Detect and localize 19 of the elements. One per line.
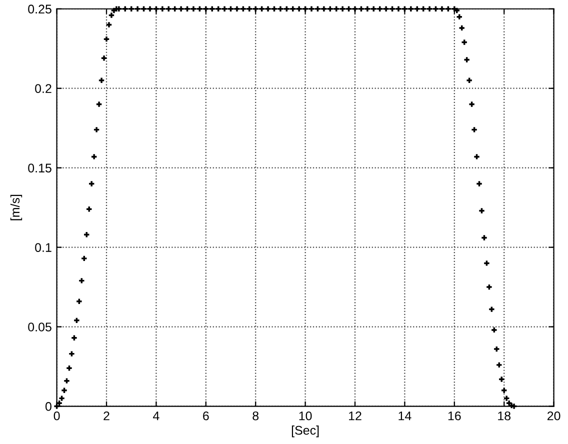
- y-tick-label: 0.25: [28, 4, 52, 14]
- x-tick-label: 10: [299, 411, 312, 420]
- x-tick-label: 18: [498, 411, 511, 420]
- x-tick-label: 6: [203, 411, 209, 420]
- y-axis-title: [m/s]: [10, 194, 22, 220]
- x-tick-label: 8: [252, 411, 259, 420]
- y-tick-label: 0.2: [35, 84, 52, 94]
- x-tick-label: 0: [54, 411, 60, 420]
- x-tick-label: 12: [349, 411, 362, 420]
- x-axis-title: [Sec]: [292, 426, 319, 438]
- x-tick-label: 20: [547, 411, 560, 420]
- y-tick-label: 0: [45, 402, 52, 411]
- x-tick-label: 2: [104, 411, 110, 420]
- y-tick-label: 0.1: [35, 243, 52, 252]
- x-tick-label: 16: [448, 411, 461, 420]
- x-tick-label: 4: [153, 412, 160, 420]
- x-tick-label: 14: [398, 412, 412, 420]
- y-tick-label: 0.05: [28, 322, 52, 332]
- y-tick-label: 0.15: [28, 164, 52, 172]
